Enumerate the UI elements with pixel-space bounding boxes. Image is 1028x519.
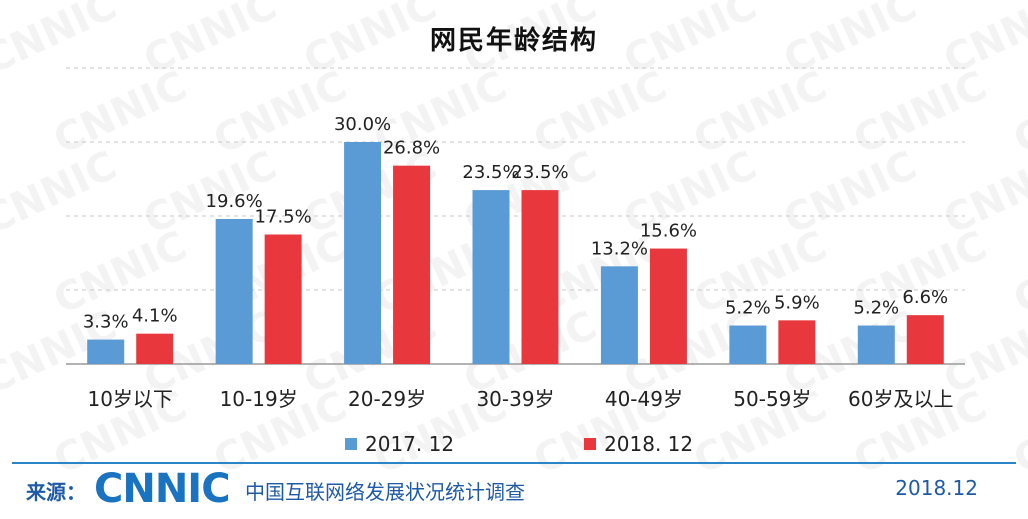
report-date: 2018.12 (895, 476, 978, 500)
bar-value-label: 23.5% (511, 162, 568, 183)
bar-value-label: 13.2% (591, 238, 648, 259)
legend-swatch-2018 (584, 438, 597, 450)
source-label: 来源： (26, 480, 86, 504)
bar (649, 248, 687, 364)
bar (600, 266, 638, 364)
chart-title: 网民年龄结构 (429, 26, 598, 56)
legend-label-2018: 2018. 12 (604, 432, 694, 456)
footer: 来源： CNNIC 中国互联网络发展状况统计调查 2018.12 (0, 460, 1028, 519)
bar (729, 325, 767, 364)
bar (87, 339, 125, 364)
bar (521, 190, 559, 364)
bar (778, 320, 816, 364)
survey-name: 中国互联网络发展状况统计调查 (245, 480, 525, 504)
bar-value-label: 5.9% (774, 292, 820, 313)
bar-value-label: 4.1% (132, 306, 178, 327)
bar-value-label: 30.0% (334, 114, 391, 135)
bar-chart: 3.3% 4.1% 10岁以下 19.6%17.5% 10-19岁 30.0% 26.8% 2… (66, 67, 965, 411)
bar (857, 325, 895, 364)
x-tick-label: 60岁及以上 (848, 387, 953, 411)
bar (393, 165, 431, 364)
bar-value-label: 5.2% (853, 298, 899, 319)
bar (136, 333, 174, 364)
x-tick-label: 20-29岁 (348, 387, 426, 411)
legend-item-2017: 2017. 12 (345, 432, 454, 456)
legend-label-2017: 2017. 12 (365, 432, 455, 456)
bar (344, 142, 382, 364)
x-tick-label: 50-59岁 (733, 387, 811, 411)
x-tick-label: 30-39岁 (476, 387, 554, 411)
bar (264, 234, 302, 364)
footer-divider (12, 462, 1016, 464)
legend-item-2018: 2018. 12 (584, 432, 693, 456)
bar (472, 190, 510, 364)
bar-value-label: 17.5% (255, 207, 312, 228)
bar (906, 315, 944, 364)
bar (215, 218, 253, 364)
bar-value-label: 15.6% (640, 221, 697, 242)
bar-value-label: 19.6% (206, 191, 263, 212)
x-tick-label: 10-19岁 (220, 387, 298, 411)
bar-value-label: 5.2% (725, 298, 771, 319)
x-tick-label: 10岁以下 (87, 387, 172, 411)
bar-value-label: 6.6% (902, 287, 948, 308)
legend-swatch-2017 (345, 438, 357, 450)
bar-value-label: 26.8% (383, 138, 440, 159)
chart-legend: 2017. 12 2018. 12 (345, 430, 823, 458)
bar-value-label: 3.3% (83, 312, 129, 333)
x-tick-label: 40-49岁 (605, 387, 683, 411)
cnnic-logo: CNNIC (94, 466, 231, 512)
bar-value-label: 23.5% (462, 162, 519, 183)
